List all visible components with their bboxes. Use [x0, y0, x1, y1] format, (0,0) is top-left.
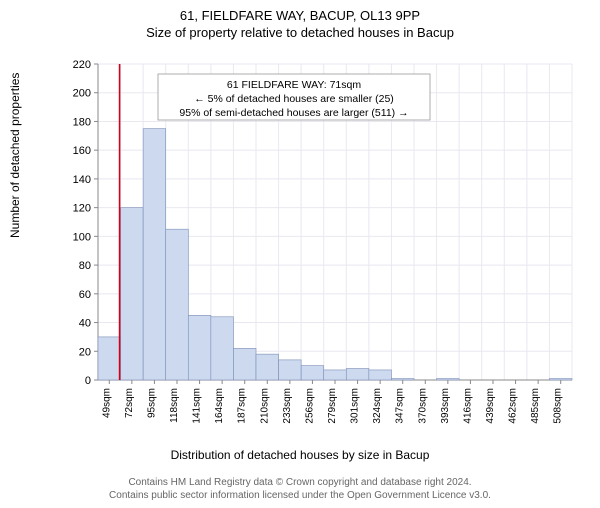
svg-text:118sqm: 118sqm — [169, 388, 180, 423]
svg-text:95sqm: 95sqm — [146, 388, 157, 418]
chart-title-line1: 61, FIELDFARE WAY, BACUP, OL13 9PP — [0, 8, 600, 23]
svg-text:← 5% of detached houses are sm: ← 5% of detached houses are smaller (25) — [194, 93, 394, 105]
histogram-bar — [391, 379, 414, 380]
svg-text:95% of semi-detached houses ar: 95% of semi-detached houses are larger (… — [179, 107, 408, 119]
svg-text:20: 20 — [79, 346, 91, 358]
svg-text:393sqm: 393sqm — [440, 388, 451, 424]
histogram-svg: 0 20 40 60 80 100 120 140 160 180 200 220 49sqm 72sqm… — [68, 58, 578, 428]
svg-text:279sqm: 279sqm — [327, 388, 338, 424]
svg-text:508sqm: 508sqm — [553, 388, 564, 424]
histogram-bar — [369, 370, 392, 380]
svg-text:164sqm: 164sqm — [214, 388, 225, 424]
y-axis-label: Number of detached properties — [8, 73, 22, 238]
annotation-box: 61 FIELDFARE WAY: 71sqm ← 5% of detached … — [158, 74, 430, 120]
svg-text:72sqm: 72sqm — [124, 388, 135, 418]
svg-text:140: 140 — [73, 174, 91, 186]
svg-text:80: 80 — [79, 260, 91, 272]
footer-line1: Contains HM Land Registry data © Crown c… — [0, 477, 600, 490]
histogram-bar — [233, 348, 256, 380]
svg-text:120: 120 — [73, 203, 91, 215]
x-axis-label: Distribution of detached houses by size … — [0, 448, 600, 462]
histogram-bar — [143, 129, 166, 380]
histogram-bar — [301, 366, 324, 380]
svg-text:61 FIELDFARE WAY: 71sqm: 61 FIELDFARE WAY: 71sqm — [227, 79, 361, 91]
svg-text:0: 0 — [85, 375, 91, 387]
histogram-bar — [279, 360, 302, 380]
svg-text:301sqm: 301sqm — [350, 388, 361, 424]
svg-text:220: 220 — [73, 59, 91, 71]
chart-title-line2: Size of property relative to detached ho… — [0, 25, 600, 40]
svg-text:416sqm: 416sqm — [462, 388, 473, 424]
svg-text:485sqm: 485sqm — [530, 388, 541, 424]
histogram-bar — [549, 379, 572, 380]
svg-text:256sqm: 256sqm — [304, 388, 315, 424]
histogram-bar — [211, 317, 234, 380]
chart-plot-area: 0 20 40 60 80 100 120 140 160 180 200 220 49sqm 72sqm… — [68, 58, 578, 428]
svg-text:462sqm: 462sqm — [508, 388, 519, 424]
histogram-bar — [98, 337, 121, 380]
histogram-bar — [346, 369, 369, 380]
footer-attribution: Contains HM Land Registry data © Crown c… — [0, 477, 600, 502]
histogram-bar — [188, 315, 211, 380]
svg-text:347sqm: 347sqm — [395, 388, 406, 424]
svg-text:100: 100 — [73, 231, 91, 243]
svg-text:160: 160 — [73, 145, 91, 157]
footer-line2: Contains public sector information licen… — [0, 490, 600, 503]
histogram-bar — [121, 208, 144, 380]
svg-text:200: 200 — [73, 88, 91, 100]
svg-text:233sqm: 233sqm — [282, 388, 293, 424]
histogram-bar — [324, 370, 347, 380]
svg-text:141sqm: 141sqm — [192, 388, 203, 424]
svg-text:187sqm: 187sqm — [237, 388, 248, 424]
svg-text:40: 40 — [79, 318, 91, 330]
svg-text:210sqm: 210sqm — [259, 388, 270, 424]
svg-text:60: 60 — [79, 289, 91, 301]
histogram-bar — [166, 229, 189, 380]
histogram-bar — [256, 354, 279, 380]
svg-text:439sqm: 439sqm — [485, 388, 496, 424]
histogram-bar — [437, 379, 460, 380]
svg-text:370sqm: 370sqm — [417, 388, 428, 424]
svg-text:180: 180 — [73, 116, 91, 128]
svg-text:49sqm: 49sqm — [101, 388, 112, 418]
svg-text:324sqm: 324sqm — [372, 388, 383, 424]
